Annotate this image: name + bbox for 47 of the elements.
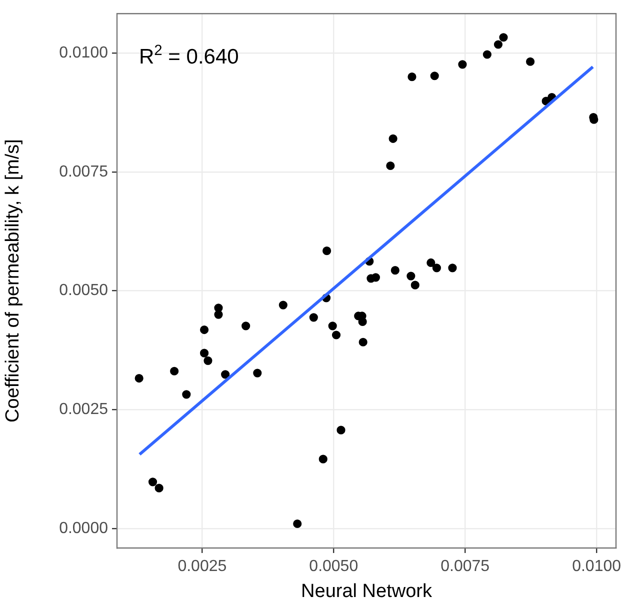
y-tick-label: 0.0050 [59,282,108,300]
y-axis-title: Coefficient of permeability, k [m/s] [2,139,24,422]
point [200,348,209,358]
point [309,313,318,322]
point [332,330,341,340]
point [386,161,395,170]
point [214,310,223,319]
point [390,266,400,275]
point [200,325,209,334]
point [494,40,503,49]
point [328,322,337,330]
x-tick-label: 0.0100 [572,558,622,576]
point [242,322,250,330]
point [410,280,420,290]
point [293,519,302,528]
y-tick-label: 0.0100 [59,44,108,62]
point [499,33,508,42]
point [253,368,262,378]
point [430,72,439,80]
x-tick-label: 0.0050 [309,558,358,576]
x-tick-label: 0.0075 [440,558,490,576]
point [134,374,144,383]
y-tick-label: 0.0075 [59,163,108,180]
point [526,57,535,66]
y-tick-label: 0.0000 [59,520,108,537]
point [406,272,416,280]
x-axis-title: Neural Network [301,580,432,602]
point [322,246,332,256]
point [336,426,346,434]
point [278,300,288,310]
point [182,390,191,399]
point [154,484,164,492]
point [482,50,492,59]
y-tick-label: 0.0025 [59,401,108,418]
point [448,264,457,272]
point [458,60,467,69]
x-tick-label: 0.0025 [178,558,227,576]
point [358,338,368,346]
point [204,356,212,365]
point [170,366,179,376]
point [221,370,230,379]
point [408,72,416,82]
point [432,264,441,272]
point [148,478,158,486]
point [388,134,398,143]
point [426,258,436,268]
point [318,454,328,464]
